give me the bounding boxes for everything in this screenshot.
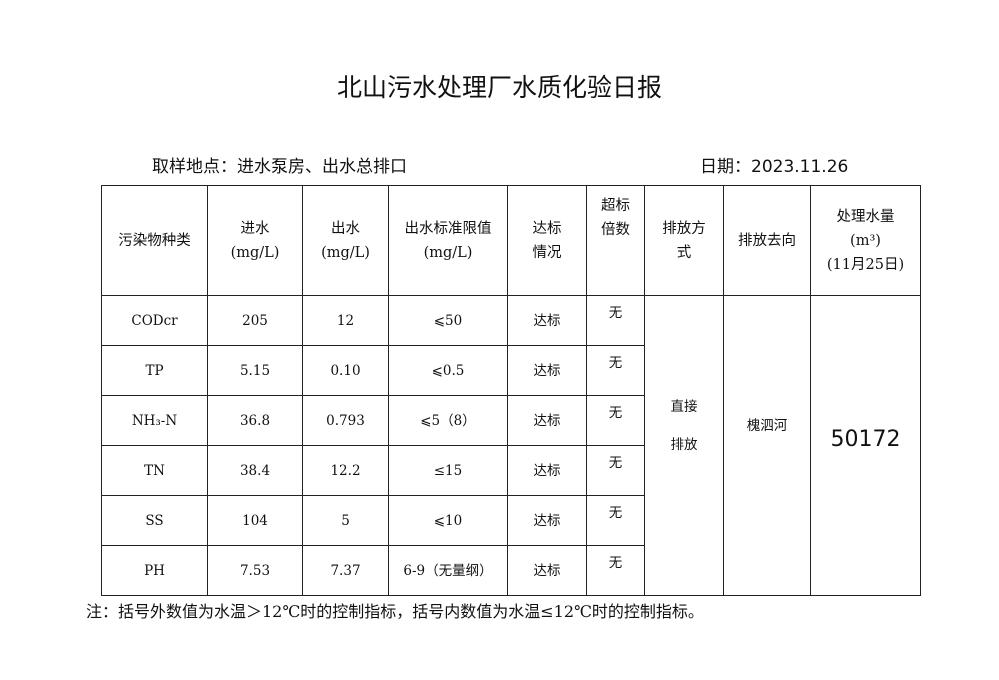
cell-out: 12.2 bbox=[302, 445, 389, 496]
cell-in: 205 bbox=[207, 295, 303, 346]
cell-status: 达标 bbox=[507, 445, 587, 496]
cell-status: 达标 bbox=[507, 345, 587, 396]
header-effluent: 出水 (mg/L) bbox=[302, 185, 389, 296]
report-title: 北山污水处理厂水质化验日报 bbox=[336, 73, 662, 102]
cell-name: CODcr bbox=[101, 295, 208, 346]
cell-limit: ⩽5（8） bbox=[388, 395, 508, 446]
header-exceed: 超标 倍数 bbox=[586, 185, 645, 296]
cell-limit: ≤15 bbox=[388, 445, 508, 496]
cell-exceed: 无 bbox=[586, 395, 645, 446]
table-row: PH 7.53 7.37 6-9（无量纲） 达标 无 bbox=[101, 545, 921, 596]
cell-out: 12 bbox=[302, 295, 389, 346]
header-row: 污染物种类 进水 (mg/L) 出水 (mg/L) 出水标准限值 (mg/L) 达标情… bbox=[101, 185, 921, 296]
exceed-value: 无 bbox=[608, 454, 623, 471]
cell-discharge-mode: 直接 排放 bbox=[644, 295, 724, 596]
cell-volume: 50172 bbox=[810, 295, 921, 596]
water-quality-table: 污染物种类 进水 (mg/L) 出水 (mg/L) 出水标准限值 (mg/L) 达标情… bbox=[101, 185, 921, 596]
cell-status: 达标 bbox=[507, 545, 587, 596]
header-pollutant: 污染物种类 bbox=[101, 185, 208, 296]
cell-in: 104 bbox=[207, 495, 303, 546]
cell-out: 7.37 bbox=[302, 545, 389, 596]
table-row: NH₃-N 36.8 0.793 ⩽5（8） 达标 无 bbox=[101, 395, 921, 446]
table-row: SS 104 5 ⩽10 达标 无 bbox=[101, 495, 921, 546]
sampling-location: 取样地点：进水泵房、出水总排口 bbox=[152, 157, 407, 177]
cell-status: 达标 bbox=[507, 395, 587, 446]
table-row: TP 5.15 0.10 ⩽0.5 达标 无 bbox=[101, 345, 921, 396]
cell-name: NH₃-N bbox=[101, 395, 208, 446]
cell-in: 7.53 bbox=[207, 545, 303, 596]
header-compliance: 达标 情况 bbox=[507, 185, 587, 296]
header-discharge-mode: 排放方式 bbox=[644, 185, 724, 296]
cell-exceed: 无 bbox=[586, 445, 645, 496]
cell-limit: ⩽10 bbox=[388, 495, 508, 546]
cell-exceed: 无 bbox=[586, 295, 645, 346]
cell-exceed: 无 bbox=[586, 495, 645, 546]
cell-exceed: 无 bbox=[586, 545, 645, 596]
table-row: CODcr 205 12 ⩽50 达标无直接 排放 槐泗河 50172 bbox=[101, 295, 921, 596]
exceed-value: 无 bbox=[608, 404, 623, 421]
table-row: TN 38.4 12.2 ≤15 达标 无 bbox=[101, 445, 921, 496]
cell-limit: ⩽0.5 bbox=[388, 345, 508, 396]
report-date: 日期：2023.11.26 bbox=[700, 157, 849, 177]
cell-name: TP bbox=[101, 345, 208, 396]
exceed-value: 无 bbox=[608, 554, 623, 571]
header-limit: 出水标准限值 (mg/L) bbox=[388, 185, 508, 296]
cell-limit: ⩽50 bbox=[388, 295, 508, 346]
cell-exceed: 无 bbox=[586, 345, 645, 396]
cell-name: PH bbox=[101, 545, 208, 596]
exceed-value: 无 bbox=[608, 354, 623, 371]
cell-destination: 槐泗河 bbox=[723, 295, 811, 596]
cell-name: TN bbox=[101, 445, 208, 496]
cell-in: 38.4 bbox=[207, 445, 303, 496]
header-destination: 排放去向 bbox=[723, 185, 811, 296]
header-volume: 处理水量 (m³) (11月25日) bbox=[810, 185, 921, 296]
cell-limit: 6-9（无量纲） bbox=[388, 545, 508, 596]
cell-out: 5 bbox=[302, 495, 389, 546]
cell-in: 5.15 bbox=[207, 345, 303, 396]
cell-name: SS bbox=[101, 495, 208, 546]
cell-in: 36.8 bbox=[207, 395, 303, 446]
exceed-value: 无 bbox=[608, 304, 623, 321]
cell-status: 达标 bbox=[507, 495, 587, 546]
exceed-value: 无 bbox=[608, 504, 623, 521]
cell-status: 达标 bbox=[507, 295, 587, 346]
cell-out: 0.10 bbox=[302, 345, 389, 396]
footnote: 注：括号外数值为水温＞12℃时的控制指标，括号内数值为水温≤12℃时的控制指标。 bbox=[86, 602, 704, 621]
cell-out: 0.793 bbox=[302, 395, 389, 446]
header-influent: 进水 (mg/L) bbox=[207, 185, 303, 296]
